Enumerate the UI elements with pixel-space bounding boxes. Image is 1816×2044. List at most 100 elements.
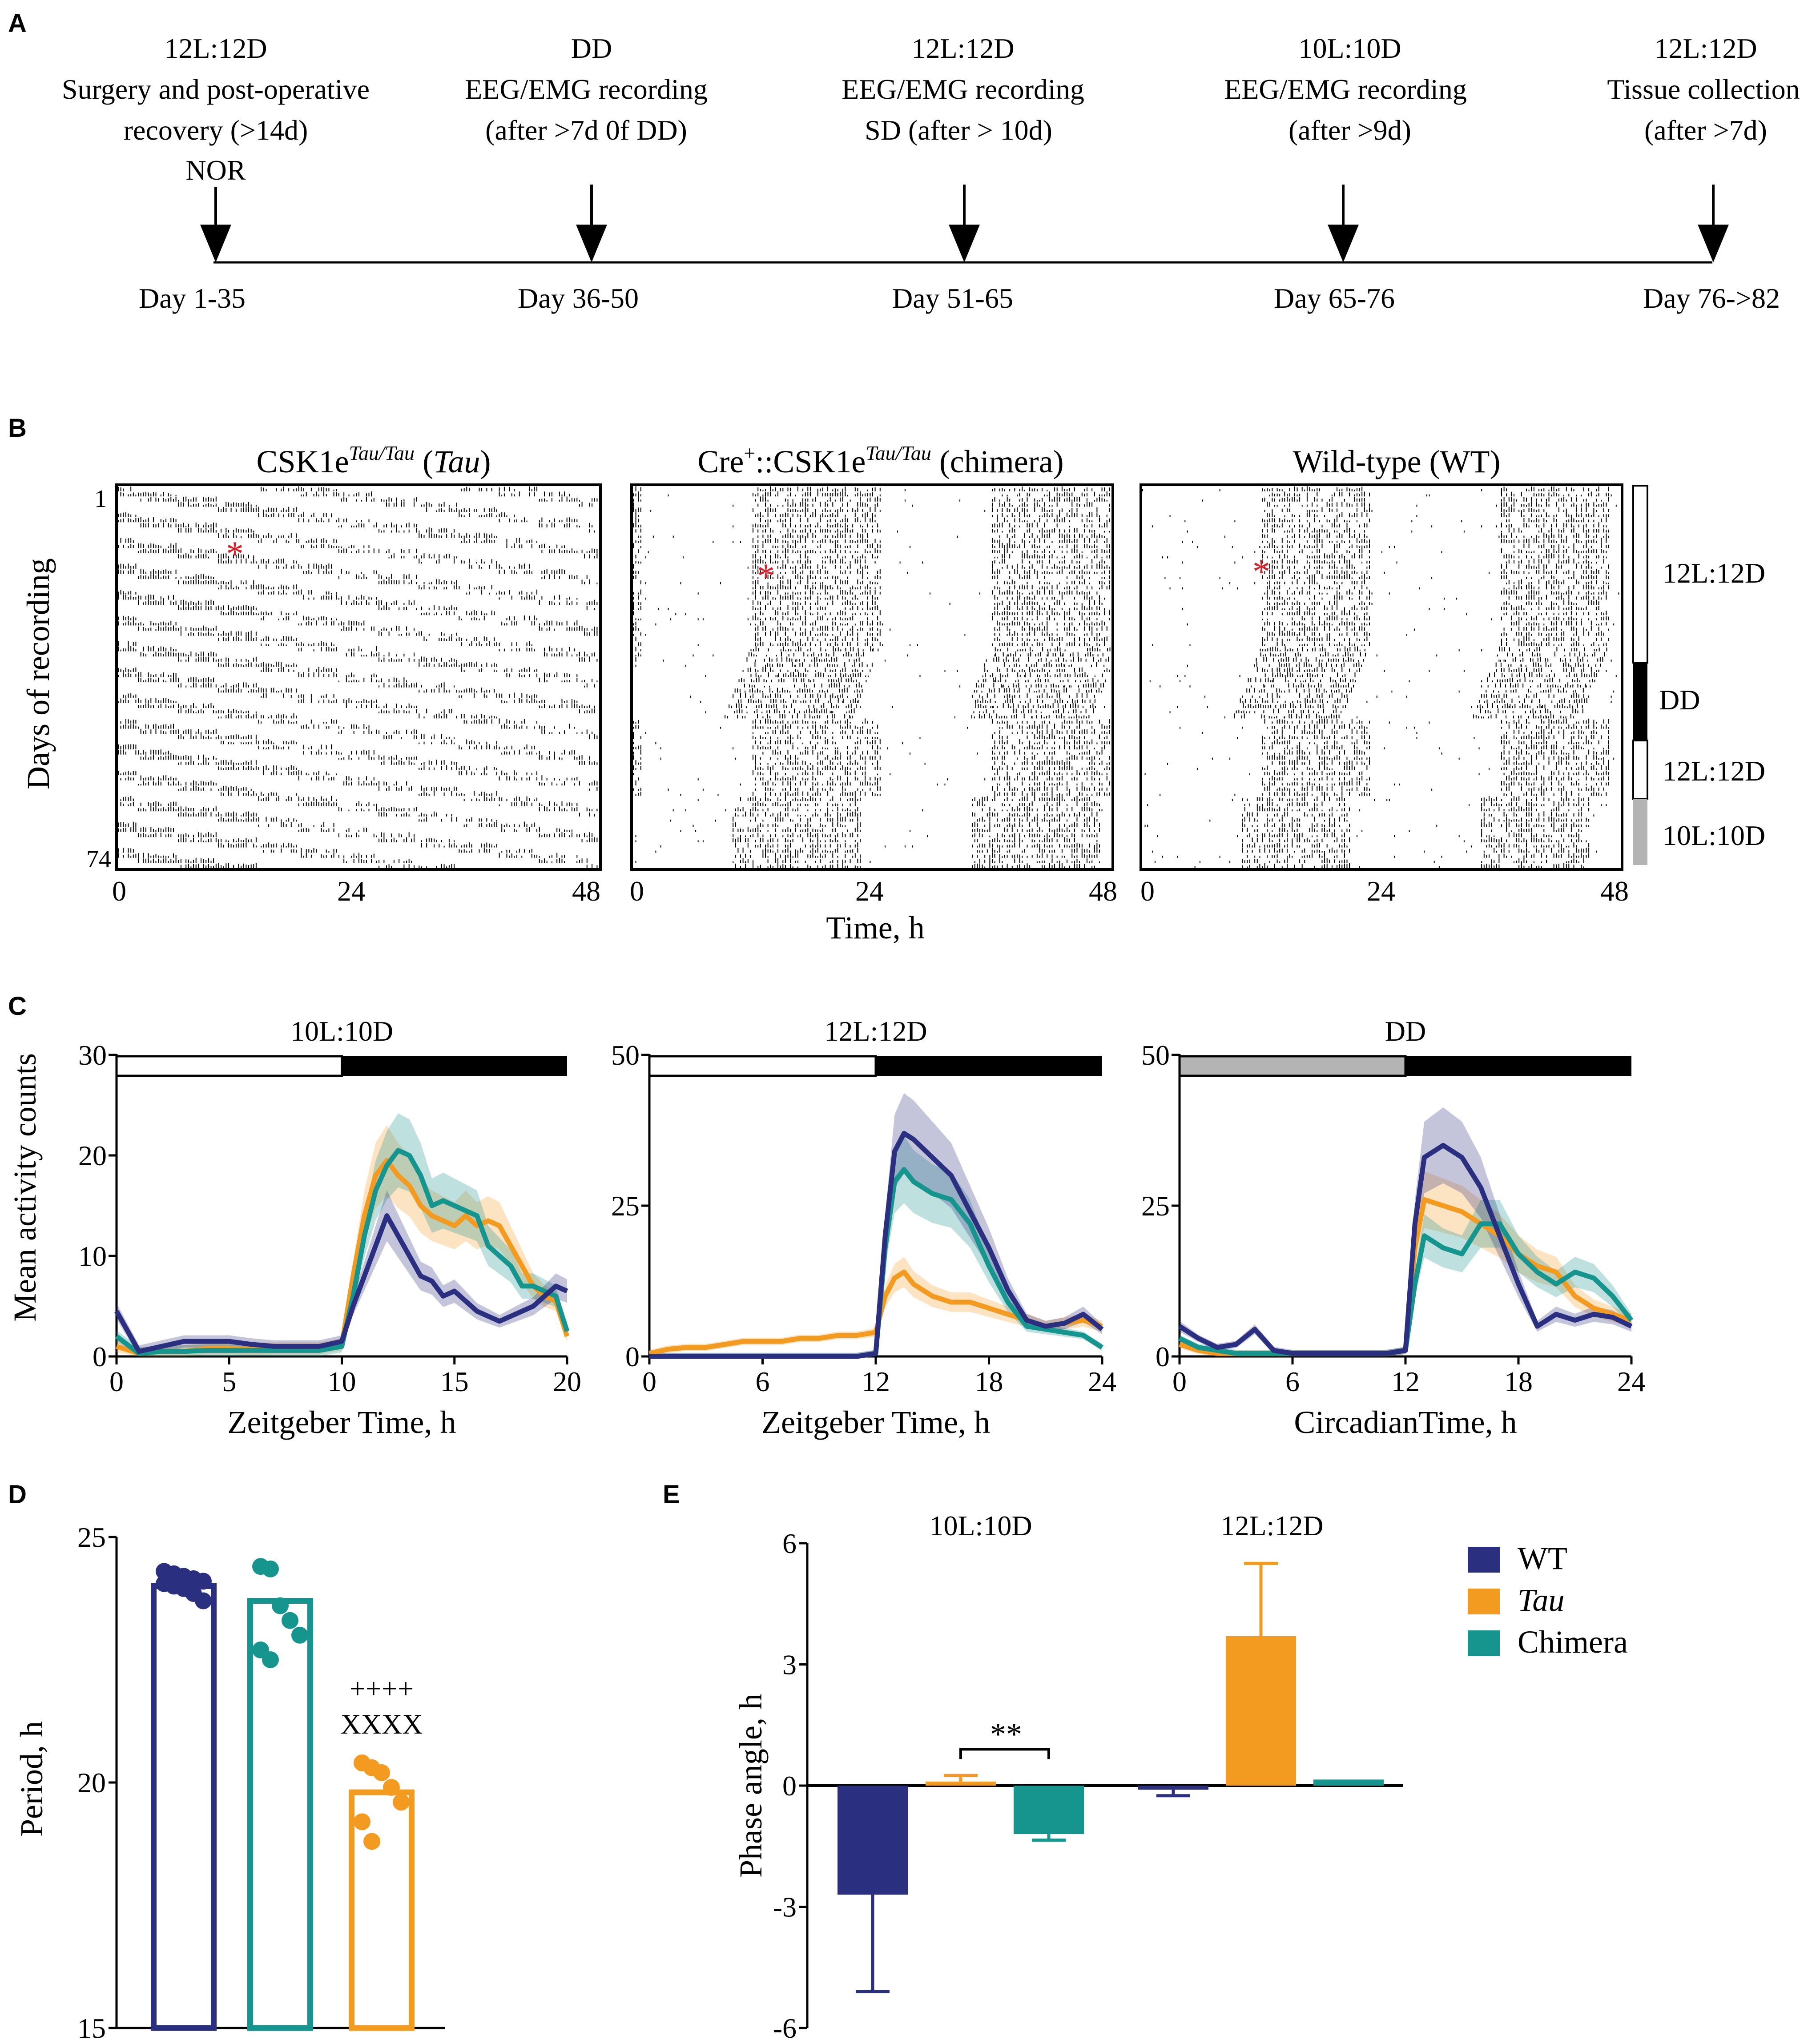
acto-chim-xtick-0: 0 [630,875,644,907]
stage-5-line1: 12L:12D [1654,32,1757,64]
panel-letter-d: D [8,1480,27,1509]
legend-swatch-wt [1468,1547,1500,1573]
phase-ylabel: Phase angle, h [733,1694,769,1878]
phase-group-label-10l10d: 10L:10D [929,1510,1032,1541]
y-tick-label: 0 [625,1341,640,1372]
acto-chim-xtick-48: 48 [1089,875,1117,907]
condition-bar-12l12d-2 [1632,740,1648,800]
legend-swatch-tau [1468,1589,1500,1614]
activity-chart-xlabel: CircadianTime, h [1294,1404,1517,1440]
legend-swatch-chimera [1468,1630,1500,1656]
activity-chart-xlabel: Zeitgeber Time, h [228,1404,456,1440]
y-tick-label: 0 [782,1770,797,1802]
y-tick-label: 25 [611,1190,640,1222]
stage-1-line2: Surgery and post-operative [62,73,370,105]
actogram-asterisk-tau: * [226,535,244,574]
actogram-activity-marks [118,486,598,868]
stage-3-line3: SD (after > 10d) [865,114,1052,146]
period-point-chimera [291,1626,308,1644]
y-tick-label: -3 [773,1891,797,1923]
timeline-stage-3: 12L:12D EEG/EMG recording SD (after > 10… [842,32,1084,314]
period-ylabel: Period, h [14,1721,49,1837]
stage-3-line1: 12L:12D [911,32,1014,64]
stage-4-day: Day 65-76 [1274,282,1395,314]
period-point-chimera [262,1651,279,1668]
period-bar-tau [349,1789,415,2031]
activity-chart-title: 10L:10D [290,1015,393,1047]
condition-label-1: 12L:12D [1663,557,1765,589]
panel-d-period: Period, h 15 20 25 ++++ XXXX [14,1521,445,2044]
acto-tau-xtick-48: 48 [572,875,600,907]
phase-bar-chimera [1313,1779,1384,1786]
series-line-chimera [115,1148,570,1356]
x-tick-label: 0 [1172,1366,1187,1397]
condition-bar-12l12d-1 [1632,485,1648,664]
sem-band-tau [1180,1171,1631,1356]
x-tick-label: 0 [109,1366,124,1397]
stage-1-day: Day 1-35 [139,282,246,314]
panel-letter-c: C [8,992,27,1021]
activity-ylabel: Mean activity counts [7,1053,43,1322]
stage-2-line3: (after >7d 0f DD) [485,114,687,146]
panel-letter-e: E [663,1480,680,1509]
period-point-chimera [262,1560,279,1577]
panel-letter-b: B [8,414,27,443]
activity-chart-title: DD [1385,1015,1426,1047]
stage-2-line1: DD [571,32,612,64]
stage-5-line2: Tissue collection [1607,73,1800,105]
stage-3-day: Day 51-65 [892,282,1013,314]
actogram-ytick-bottom: 74 [86,845,111,873]
dark-phase-bar [342,1056,567,1076]
activity-chart-title: 12L:12D [824,1015,927,1047]
activity-chart-10l10d: 10L:10D 0 10 20 30 0 5 10 15 20 Zeitgeber Time, h [78,1015,581,1440]
period-point-tau [393,1794,410,1811]
timeline-stage-5: 12L:12D Tissue collection (after >7d) Da… [1607,32,1800,314]
y-tick-label: 50 [611,1039,640,1071]
actogram-tau [118,486,598,868]
y-tick-label: -6 [773,2012,797,2044]
period-point-tau [383,1779,400,1796]
x-tick-label: 6 [756,1366,770,1397]
y-tick-label: 50 [1141,1039,1170,1071]
y-tick-label: 25 [77,1521,106,1553]
significance-label: ** [990,1716,1022,1752]
timeline-stage-1: 12L:12D Surgery and post-operative recov… [62,32,370,314]
period-bar-chimera [247,1598,313,2031]
period-point-tau [363,1833,380,1850]
acto-wt-xtick-0: 0 [1140,875,1155,907]
actogram-title-wt: Wild-type (WT) [1293,444,1501,479]
actogram-activity-marks [1142,486,1619,868]
y-tick-label: 3 [782,1649,797,1681]
condition-label-4: 10L:10D [1663,820,1765,851]
x-tick-label: 18 [1504,1366,1533,1397]
sem-band-chimera [1180,1200,1631,1356]
sem-band-tau [117,1125,567,1356]
actogram-frame-chimera [630,483,1114,871]
light-phase-bar [1178,1055,1407,1077]
arrow-1-head [200,225,231,262]
x-tick-label: 12 [862,1366,890,1397]
period-annotation-x: XXXX [341,1708,423,1740]
acto-tau-xtick-24: 24 [337,875,366,907]
y-tick-label: 20 [77,1767,106,1799]
period-point-wt [195,1592,212,1609]
acto-chim-xtick-24: 24 [855,875,884,907]
actogram-asterisk-wt: * [1252,552,1270,591]
significance-bracket [959,1748,1050,1759]
activity-chart-dd: DD 0 25 50 0 6 12 18 24 CircadianTime, h [1141,1015,1646,1440]
stage-4-line3: (after >9d) [1289,114,1411,146]
y-tick-label: 20 [78,1140,107,1171]
legend-label-chimera: Chimera [1518,1624,1628,1660]
phase-bar-tau [926,1781,996,1786]
stage-1-line3: recovery (>14d) [124,114,308,146]
y-tick-label: 6 [782,1528,797,1559]
series-line-wt [649,1131,1104,1359]
activity-chart-12l12d: 12L:12D 0 25 50 0 6 12 18 24 Zeitgeber Time, h [611,1015,1116,1440]
timeline-stage-4: 10L:10D EEG/EMG recording (after >9d) Da… [1224,32,1467,314]
panel-letter-a: A [8,9,27,38]
series-line-wt [114,1213,568,1354]
period-point-tau [373,1764,390,1781]
actogram-wt [1142,486,1619,868]
sem-band-wt [649,1093,1102,1356]
sem-band-chimera [649,1136,1102,1356]
